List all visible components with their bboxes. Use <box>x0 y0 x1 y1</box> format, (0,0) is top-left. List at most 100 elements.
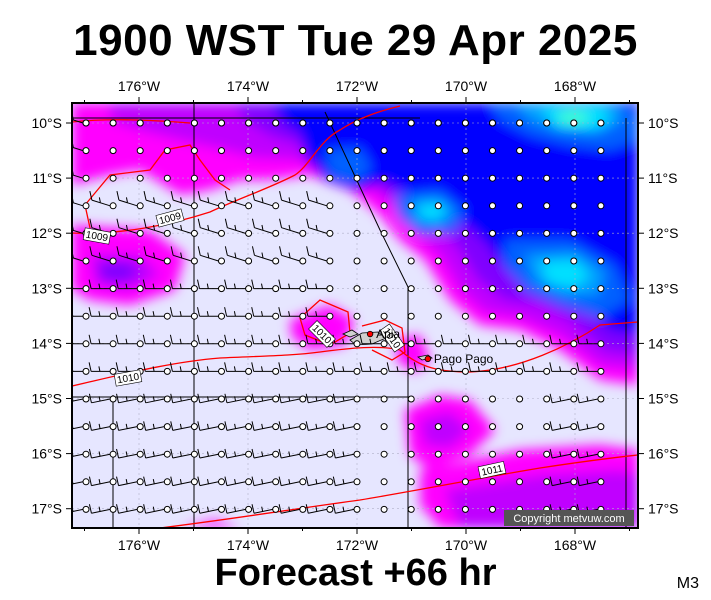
wind-barb <box>440 334 469 348</box>
wind-barb <box>278 279 307 293</box>
wind-barb <box>305 476 334 487</box>
wind-barb <box>251 190 280 210</box>
wind-barb <box>251 476 280 487</box>
wind-barb <box>278 393 307 404</box>
calm-marker <box>82 119 90 127</box>
wind-barb <box>407 450 415 458</box>
lat-label-left: 12°S <box>31 225 62 241</box>
wind-barb <box>570 229 578 237</box>
wind-barb <box>190 147 198 155</box>
wind-barb <box>516 202 524 210</box>
wind-barb <box>218 174 225 182</box>
wind-barb <box>72 366 90 375</box>
wind-barb <box>407 257 415 265</box>
wind-barb <box>251 246 280 265</box>
wind-barb <box>224 190 253 210</box>
wind-barb <box>251 334 280 348</box>
wind-barb <box>224 279 253 293</box>
wind-barb <box>143 448 171 459</box>
wind-barb <box>353 147 361 155</box>
wind-barb <box>72 478 90 486</box>
wind-barb <box>413 334 442 348</box>
wind-barb <box>332 421 361 431</box>
wind-barb <box>305 362 334 375</box>
wind-barb <box>89 190 117 210</box>
wind-barb <box>299 174 307 182</box>
lon-label-bottom: 168°W <box>554 537 597 553</box>
lat-label-left: 13°S <box>31 280 62 296</box>
wind-barb <box>516 395 524 403</box>
wind-barb <box>251 421 280 431</box>
isobar-label: 1011 <box>477 461 507 479</box>
wind-barb <box>543 450 551 458</box>
wind-barb <box>197 218 225 237</box>
wind-barb <box>163 147 171 155</box>
wind-barb <box>434 257 442 265</box>
wind-barb <box>516 478 524 486</box>
wind-barb <box>434 285 442 293</box>
wind-barb <box>224 393 253 404</box>
wind-barb <box>353 174 361 182</box>
wind-barb <box>597 285 605 293</box>
wind-barb <box>116 218 144 237</box>
wind-barb <box>272 147 280 155</box>
wind-barb <box>516 174 524 182</box>
wind-barb <box>461 229 469 237</box>
map-title: 1900 WST Tue 29 Apr 2025 <box>73 16 638 65</box>
wind-barb <box>543 202 551 210</box>
calm-marker <box>597 119 605 127</box>
wind-barb <box>495 362 524 375</box>
wind-barb <box>306 218 334 237</box>
wind-barb <box>116 421 144 431</box>
wind-barb <box>461 202 469 210</box>
wind-barb <box>278 421 307 431</box>
wind-barb <box>116 190 144 210</box>
isobar-label: 1010 <box>113 369 143 387</box>
wind-barb <box>576 448 605 459</box>
lon-label-top: 174°W <box>227 78 270 94</box>
wind-barb <box>142 362 171 375</box>
wind-barb <box>407 229 415 237</box>
lat-label-right: 14°S <box>648 335 679 351</box>
wind-barb <box>224 307 253 320</box>
calm-marker <box>326 119 334 127</box>
wind-barb <box>380 478 388 486</box>
wind-barb <box>116 393 144 404</box>
city-marker <box>366 330 374 338</box>
wind-barb <box>170 246 198 265</box>
wind-barb <box>88 334 117 348</box>
wind-barb <box>461 505 469 513</box>
wind-barb <box>116 448 144 459</box>
wind-barb <box>516 423 524 431</box>
wind-barb <box>353 312 361 320</box>
wind-barb <box>326 174 334 182</box>
wind-barb <box>278 307 307 320</box>
wind-barb <box>597 257 605 265</box>
lat-label-right: 17°S <box>648 501 679 517</box>
wind-barb <box>332 476 361 487</box>
wind-barb <box>461 174 469 182</box>
copyright-box: Copyright metvuw.com <box>504 510 634 526</box>
wind-barb <box>576 421 605 431</box>
wind-barb <box>170 504 198 514</box>
wind-barb <box>407 285 415 293</box>
wind-barb <box>489 147 496 155</box>
wind-barb <box>495 334 524 348</box>
wind-barb <box>306 190 334 210</box>
wind-barb <box>169 362 198 375</box>
calm-marker <box>380 119 388 127</box>
wind-barb <box>489 395 496 403</box>
wind-barb <box>461 147 469 155</box>
forecast-label: Forecast +66 hr <box>214 552 497 594</box>
wind-barb <box>570 312 578 320</box>
calm-marker <box>543 119 551 127</box>
wind-barb <box>543 423 551 431</box>
wind-barb <box>88 362 117 375</box>
wind-barb <box>407 505 415 513</box>
lat-label-right: 15°S <box>648 391 679 407</box>
wind-barb <box>224 362 253 375</box>
wind-barb <box>516 285 524 293</box>
lat-label-left: 17°S <box>31 501 62 517</box>
wind-barb <box>543 312 551 320</box>
